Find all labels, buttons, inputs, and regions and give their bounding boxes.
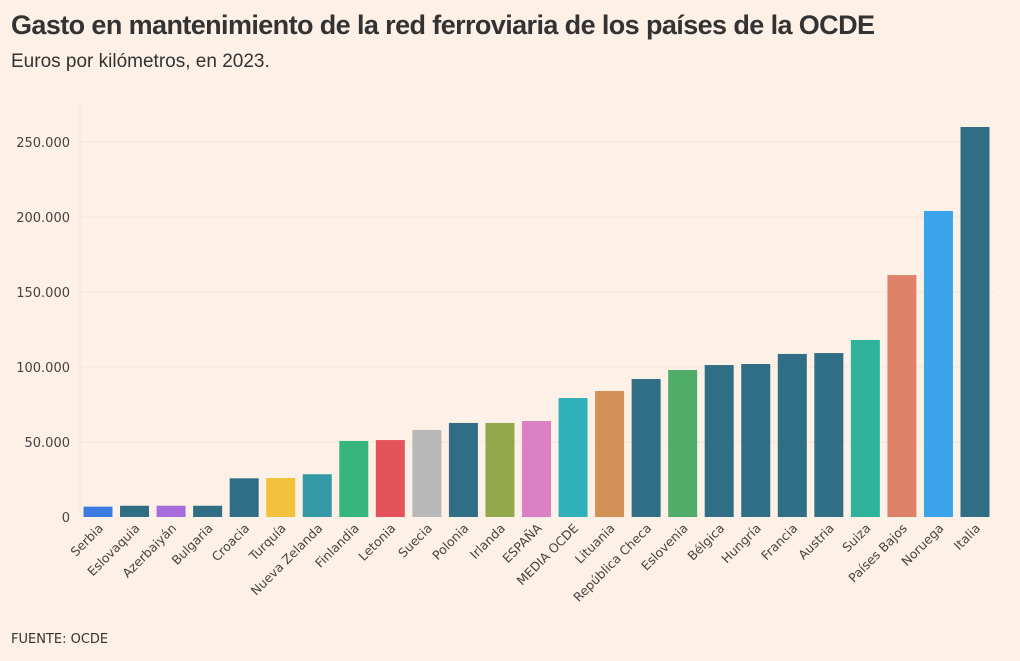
y-tick-label: 0 [62,511,70,526]
y-tick-label: 50.000 [25,436,71,451]
bar-eslovaquia [120,505,150,517]
y-tick-label: 250.000 [16,136,70,151]
bar-eslovenia [668,370,698,517]
bar-azerbaiyán [156,505,186,517]
bar-turquía [266,478,296,517]
bar-letonia [375,440,405,517]
chart-subtitle: Euros por kilómetros, en 2023. [11,51,270,72]
bar-francia [777,353,807,517]
bar-finlandia [339,440,369,517]
x-tick-label: Italia [951,521,983,553]
x-tick-label: Croacia [209,521,253,565]
bar-croacia [229,478,259,517]
source-note: FUENTE: OCDE [11,632,109,647]
bar-españa [522,421,551,517]
bar-austria [814,353,844,517]
chart-title: Gasto en mantenimiento de la red ferrovi… [11,10,875,40]
x-tick-label: Suiza [839,521,873,555]
bar-media-ocde [558,398,588,517]
y-tick-label: 200.000 [16,211,70,226]
y-tick-label: 150.000 [16,286,70,301]
x-tick-label: Austria [795,521,837,563]
bar-república-checa [631,379,661,517]
bar-serbia [83,506,113,517]
bar-países-bajos [887,275,917,517]
bar-bulgaria [193,505,223,517]
x-tick-label: Hungría [718,521,764,567]
bar-italia [960,127,990,517]
x-tick-label: Letonia [355,521,398,564]
bar-hungría [741,364,771,517]
x-tick-label: Francia [758,521,800,563]
bar-polonia [448,422,478,517]
bar-bélgica [704,365,734,517]
bar-suiza [850,340,880,517]
y-tick-label: 100.000 [16,361,70,376]
bar-noruega [923,211,953,517]
bar-lituania [595,391,625,517]
x-tick-label: Suecia [395,521,435,561]
bar-nueva-zelanda [302,474,332,517]
bar-irlanda [485,422,515,517]
bar-suecia [412,430,442,517]
x-tick-label: Polonia [429,521,471,563]
